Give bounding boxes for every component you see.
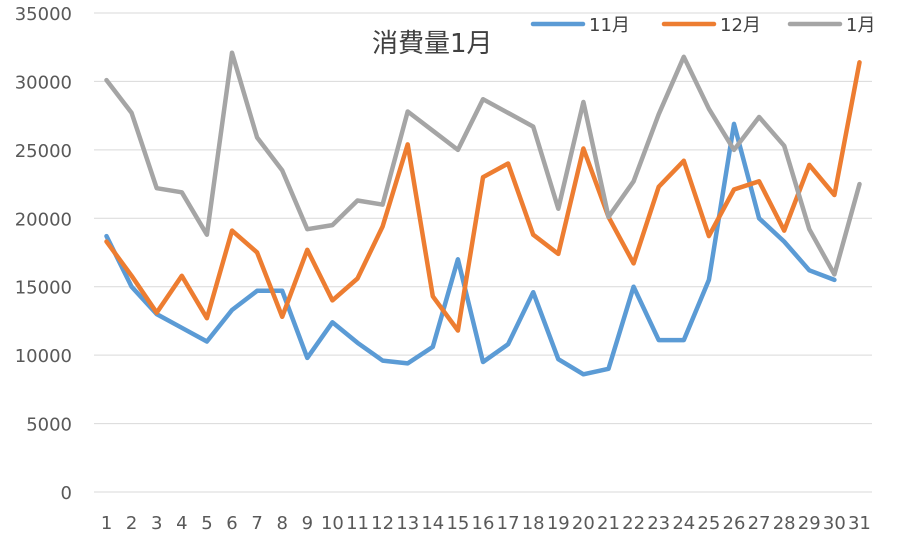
- series-lines: [104, 50, 862, 377]
- x-tick-label: 11: [346, 513, 369, 534]
- x-tick-label: 12: [371, 513, 394, 534]
- x-tick-label: 26: [723, 513, 746, 534]
- legend-label: 12月: [720, 15, 761, 36]
- x-tick-label: 27: [748, 513, 771, 534]
- x-tick-label: 22: [622, 513, 645, 534]
- x-tick-label: 13: [396, 513, 419, 534]
- x-tick-label: 7: [251, 513, 262, 534]
- x-tick-label: 23: [647, 513, 670, 534]
- x-tick-label: 17: [497, 513, 520, 534]
- y-tick-label: 15000: [15, 278, 72, 299]
- x-tick-label: 20: [572, 513, 595, 534]
- x-tick-label: 25: [697, 513, 720, 534]
- legend-label: 11月: [589, 15, 630, 36]
- x-tick-label: 16: [472, 513, 495, 534]
- x-tick-label: 8: [276, 513, 287, 534]
- series-line-0: [104, 121, 837, 377]
- x-tick-label: 14: [421, 513, 444, 534]
- x-tick-label: 29: [798, 513, 821, 534]
- x-tick-label: 10: [321, 513, 344, 534]
- x-tick-label: 30: [823, 513, 846, 534]
- legend-label: 1月: [846, 15, 875, 36]
- y-tick-label: 20000: [15, 209, 72, 230]
- chart-title: 消費量1月: [372, 29, 493, 59]
- x-tick-label: 15: [446, 513, 469, 534]
- x-axis-tick-labels: 1 2 3 4 5 6 7 8 9 10 11 12 13 14 15 16 17 18 19 20 21 22 23 24 2…: [101, 513, 871, 534]
- y-axis-tick-labels: 0 5000 10000 15000 20000 25000 30000 35000: [15, 4, 72, 504]
- x-tick-label: 21: [597, 513, 620, 534]
- x-tick-label: 31: [848, 513, 871, 534]
- y-tick-label: 10000: [15, 346, 72, 367]
- x-tick-label: 19: [547, 513, 570, 534]
- y-tick-label: 30000: [15, 72, 72, 93]
- x-tick-label: 2: [126, 513, 137, 534]
- x-tick-label: 24: [672, 513, 695, 534]
- x-tick-label: 18: [522, 513, 545, 534]
- x-tick-label: 4: [176, 513, 187, 534]
- x-tick-label: 1: [101, 513, 112, 534]
- x-tick-label: 6: [226, 513, 237, 534]
- legend: 11月 12月 1月: [530, 15, 875, 36]
- x-tick-label: 9: [302, 513, 313, 534]
- y-tick-label: 35000: [15, 4, 72, 25]
- y-tick-label: 0: [61, 483, 72, 504]
- y-tick-label: 25000: [15, 141, 72, 162]
- x-tick-label: 28: [773, 513, 796, 534]
- x-tick-label: 3: [151, 513, 162, 534]
- x-tick-label: 5: [201, 513, 212, 534]
- gridlines: [94, 12, 872, 493]
- y-tick-label: 5000: [26, 415, 72, 436]
